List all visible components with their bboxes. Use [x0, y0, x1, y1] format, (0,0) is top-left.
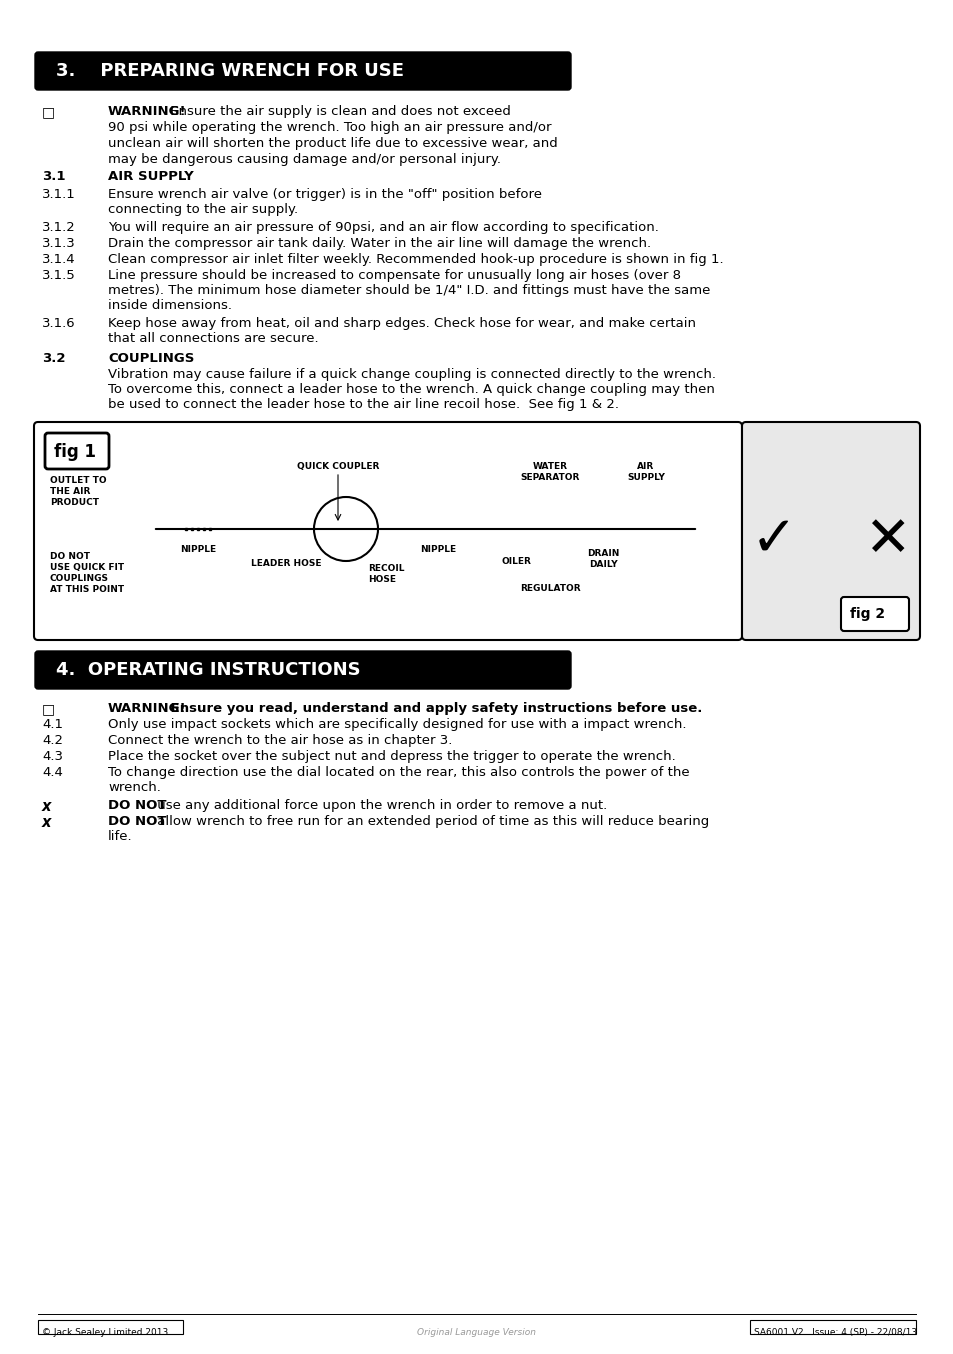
Text: fig 2: fig 2: [849, 607, 884, 621]
Text: NIPPLE: NIPPLE: [180, 546, 215, 554]
Text: LEADER HOSE: LEADER HOSE: [251, 559, 321, 567]
Bar: [38, 1320, 183, 1334]
Text: DO NOT
USE QUICK FIT
COUPLINGS
AT THIS POINT: DO NOT USE QUICK FIT COUPLINGS AT THIS P…: [50, 552, 124, 594]
Text: that all connections are secure.: that all connections are secure.: [108, 332, 318, 345]
Text: metres). The minimum hose diameter should be 1/4" I.D. and fittings must have th: metres). The minimum hose diameter shoul…: [108, 284, 710, 297]
Text: 4.3: 4.3: [42, 750, 63, 764]
FancyBboxPatch shape: [841, 597, 908, 631]
Text: unclean air will shorten the product life due to excessive wear, and: unclean air will shorten the product lif…: [108, 137, 558, 150]
Text: 3.2: 3.2: [42, 352, 66, 366]
Text: 3.1: 3.1: [42, 171, 66, 183]
Text: NIPPLE: NIPPLE: [419, 546, 456, 554]
Text: ✓: ✓: [750, 515, 797, 567]
Text: Line pressure should be increased to compensate for unusually long air hoses (ov: Line pressure should be increased to com…: [108, 269, 680, 282]
Text: 3.1.1: 3.1.1: [42, 188, 75, 200]
Text: fig 1: fig 1: [54, 443, 96, 460]
Text: Place the socket over the subject nut and depress the trigger to operate the wre: Place the socket over the subject nut an…: [108, 750, 675, 764]
Text: 4.  OPERATING INSTRUCTIONS: 4. OPERATING INSTRUCTIONS: [56, 661, 360, 678]
FancyBboxPatch shape: [35, 51, 571, 89]
Text: DRAIN
DAILY: DRAIN DAILY: [586, 548, 618, 569]
Text: REGULATOR: REGULATOR: [519, 584, 579, 593]
Text: Drain the compressor air tank daily. Water in the air line will damage the wrenc: Drain the compressor air tank daily. Wat…: [108, 237, 651, 250]
Text: Connect the wrench to the air hose as in chapter 3.: Connect the wrench to the air hose as in…: [108, 734, 452, 747]
Text: 3.1.4: 3.1.4: [42, 253, 75, 265]
Text: To overcome this, connect a leader hose to the wrench. A quick change coupling m: To overcome this, connect a leader hose …: [108, 383, 714, 395]
Text: Ensure the air supply is clean and does not exceed: Ensure the air supply is clean and does …: [166, 106, 511, 118]
Text: Clean compressor air inlet filter weekly. Recommended hook-up procedure is shown: Clean compressor air inlet filter weekly…: [108, 253, 723, 265]
Text: To change direction use the dial located on the rear, this also controls the pow: To change direction use the dial located…: [108, 766, 689, 779]
Text: QUICK COUPLER: QUICK COUPLER: [296, 462, 378, 471]
Text: 3.1.3: 3.1.3: [42, 237, 75, 250]
Text: allow wrench to free run for an extended period of time as this will reduce bear: allow wrench to free run for an extended…: [152, 815, 708, 829]
Text: © Jack Sealey Limited 2013: © Jack Sealey Limited 2013: [42, 1328, 168, 1336]
Text: 4.1: 4.1: [42, 718, 63, 731]
Text: be used to connect the leader hose to the air line recoil hose.  See fig 1 & 2.: be used to connect the leader hose to th…: [108, 398, 618, 412]
FancyBboxPatch shape: [35, 651, 571, 689]
Text: connecting to the air supply.: connecting to the air supply.: [108, 203, 297, 217]
Text: DO NOT: DO NOT: [108, 799, 167, 812]
Text: 4.4: 4.4: [42, 766, 63, 779]
Text: inside dimensions.: inside dimensions.: [108, 299, 232, 311]
Text: x: x: [42, 799, 51, 814]
Circle shape: [314, 497, 377, 561]
Text: 3.1.5: 3.1.5: [42, 269, 75, 282]
Text: x: x: [42, 815, 51, 830]
Text: ✕: ✕: [863, 515, 910, 567]
Text: AIR
SUPPLY: AIR SUPPLY: [626, 462, 664, 482]
Text: Vibration may cause failure if a quick change coupling is connected directly to : Vibration may cause failure if a quick c…: [108, 368, 716, 380]
Text: OILER: OILER: [500, 556, 531, 566]
Text: 3.1.2: 3.1.2: [42, 221, 75, 234]
Text: wrench.: wrench.: [108, 781, 161, 793]
Text: Ensure you read, understand and apply safety instructions before use.: Ensure you read, understand and apply sa…: [166, 701, 701, 715]
Text: DO NOT: DO NOT: [108, 815, 167, 829]
FancyBboxPatch shape: [741, 422, 919, 640]
Text: AIR SUPPLY: AIR SUPPLY: [108, 171, 193, 183]
Text: COUPLINGS: COUPLINGS: [108, 352, 194, 366]
Text: WATER
SEPARATOR: WATER SEPARATOR: [519, 462, 579, 482]
Text: OUTLET TO
THE AIR
PRODUCT: OUTLET TO THE AIR PRODUCT: [50, 477, 107, 508]
Text: may be dangerous causing damage and/or personal injury.: may be dangerous causing damage and/or p…: [108, 153, 500, 167]
Bar: [749, 1320, 915, 1334]
Text: 90 psi while operating the wrench. Too high an air pressure and/or: 90 psi while operating the wrench. Too h…: [108, 121, 551, 134]
Text: WARNING!: WARNING!: [108, 106, 187, 118]
Text: □: □: [42, 106, 55, 119]
Text: 3.    PREPARING WRENCH FOR USE: 3. PREPARING WRENCH FOR USE: [56, 62, 403, 80]
Text: life.: life.: [108, 830, 132, 844]
Text: SA6001.V2   Issue: 4 (SP) - 22/08/13: SA6001.V2 Issue: 4 (SP) - 22/08/13: [753, 1328, 916, 1336]
FancyBboxPatch shape: [34, 422, 741, 640]
Text: 3.1.6: 3.1.6: [42, 317, 75, 330]
Text: You will require an air pressure of 90psi, and an air flow according to specific: You will require an air pressure of 90ps…: [108, 221, 659, 234]
Text: Original Language Version: Original Language Version: [417, 1328, 536, 1336]
Text: 4.2: 4.2: [42, 734, 63, 747]
Text: WARNING!: WARNING!: [108, 701, 187, 715]
Text: RECOIL
HOSE: RECOIL HOSE: [368, 565, 404, 584]
Text: Ensure wrench air valve (or trigger) is in the "off" position before: Ensure wrench air valve (or trigger) is …: [108, 188, 541, 200]
Text: □: □: [42, 701, 55, 716]
Text: Only use impact sockets which are specifically designed for use with a impact wr: Only use impact sockets which are specif…: [108, 718, 686, 731]
Text: Keep hose away from heat, oil and sharp edges. Check hose for wear, and make cer: Keep hose away from heat, oil and sharp …: [108, 317, 696, 330]
FancyBboxPatch shape: [45, 433, 109, 468]
Text: use any additional force upon the wrench in order to remove a nut.: use any additional force upon the wrench…: [152, 799, 607, 812]
